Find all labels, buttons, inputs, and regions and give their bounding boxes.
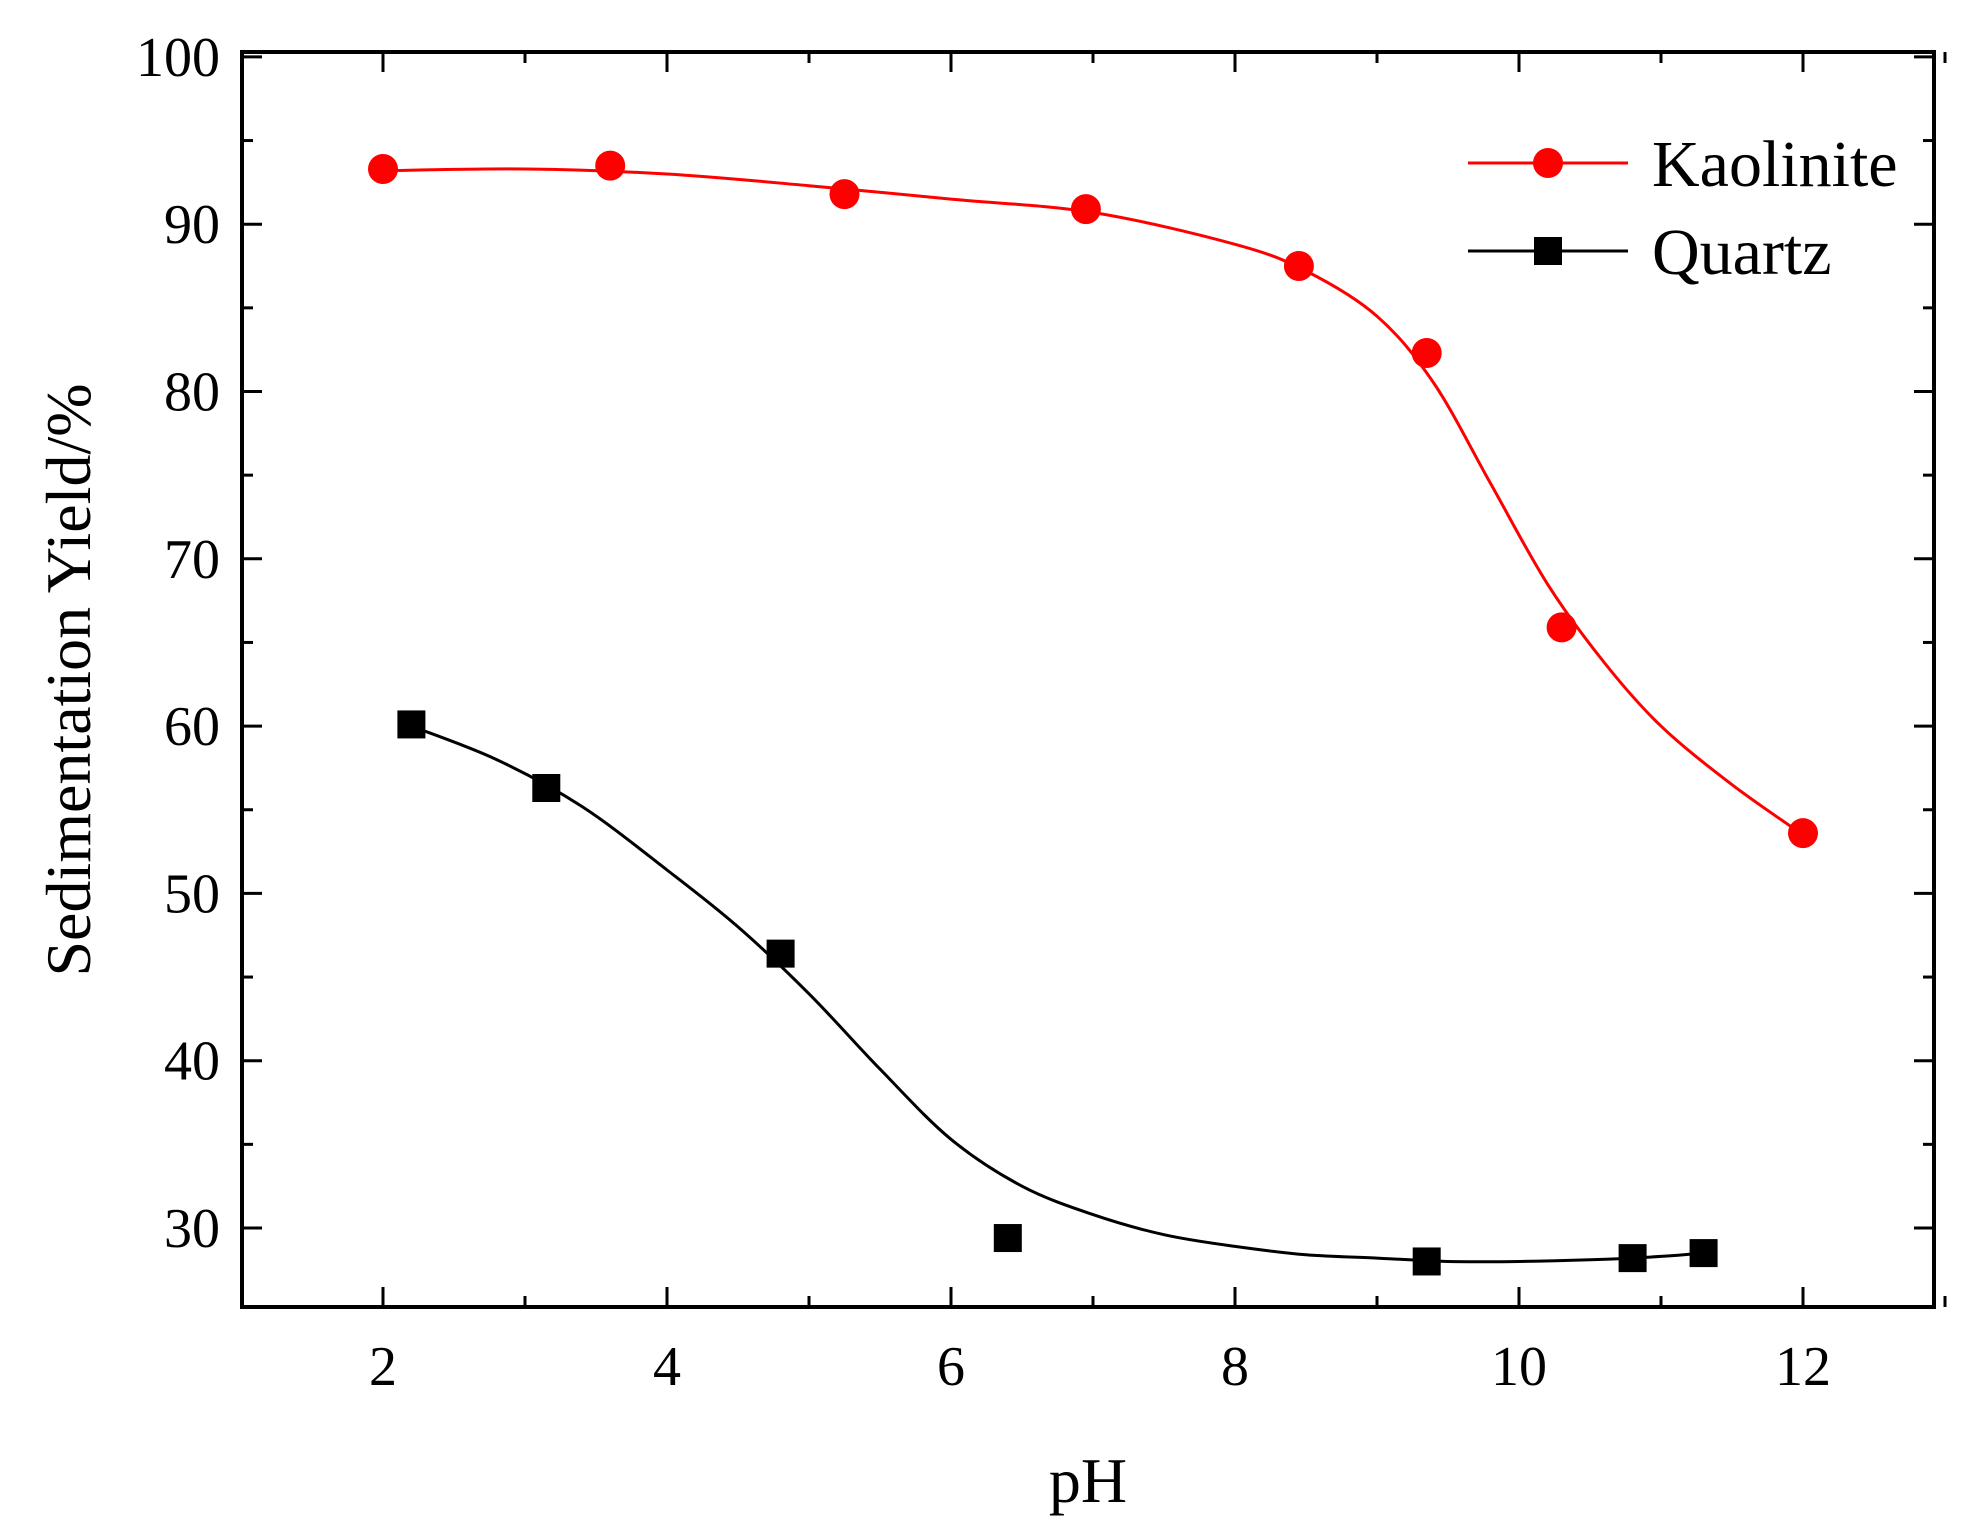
- legend-marker-quartz: [1534, 237, 1562, 265]
- quartz-point: [766, 939, 795, 968]
- kaolinite-point: [1283, 251, 1314, 282]
- kaolinite-point: [829, 179, 860, 210]
- x-tick-label: 8: [1221, 1336, 1249, 1398]
- y-axis-title: Sedimentation Yield/%: [33, 383, 104, 976]
- kaolinite-point: [1788, 818, 1818, 849]
- quartz-point: [397, 710, 426, 739]
- x-tick-label: 6: [937, 1336, 965, 1398]
- quartz-point: [1689, 1239, 1718, 1268]
- legend-marker-kaolinite: [1533, 148, 1563, 178]
- y-tick-label: 70: [164, 529, 220, 591]
- y-tick-label: 40: [164, 1031, 220, 1093]
- fit-curves: [382, 167, 1804, 1264]
- plot-frame: [240, 50, 1936, 1309]
- y-tick-label: 100: [136, 27, 220, 89]
- legend-label-kaolinite: Kaolinite: [1652, 128, 1898, 201]
- y-tick-label: 80: [164, 362, 220, 424]
- quartz-point: [1618, 1244, 1647, 1273]
- x-tick-label: 4: [653, 1336, 681, 1398]
- x-axis-title: pH: [1049, 1445, 1127, 1516]
- y-tick-label: 50: [164, 863, 220, 925]
- kaolinite-point: [1070, 194, 1101, 225]
- x-tick-label: 2: [369, 1336, 397, 1398]
- y-tick-label: 90: [164, 194, 220, 256]
- legend: Kaolinite Quartz: [1468, 128, 1898, 289]
- kaolinite-fit-line: [382, 167, 1804, 837]
- quartz-point: [1412, 1247, 1441, 1276]
- kaolinite-point: [368, 153, 398, 184]
- y-tick-label: 30: [164, 1198, 220, 1260]
- quartz-point: [993, 1224, 1022, 1253]
- y-tick-label: 60: [164, 696, 220, 758]
- kaolinite-point: [595, 150, 626, 181]
- legend-label-quartz: Quartz: [1652, 216, 1832, 289]
- kaolinite-point: [1411, 338, 1442, 369]
- kaolinite-point: [1546, 612, 1577, 643]
- data-markers: [368, 150, 1818, 1276]
- x-tick-label: 12: [1775, 1336, 1831, 1398]
- axis-ticks: 2 4 6 8 10 12 30 40 50 60 70 80 90 100: [136, 27, 1947, 1398]
- quartz-fit-line: [410, 724, 1704, 1264]
- quartz-point: [532, 774, 561, 803]
- x-tick-label: 10: [1491, 1336, 1547, 1398]
